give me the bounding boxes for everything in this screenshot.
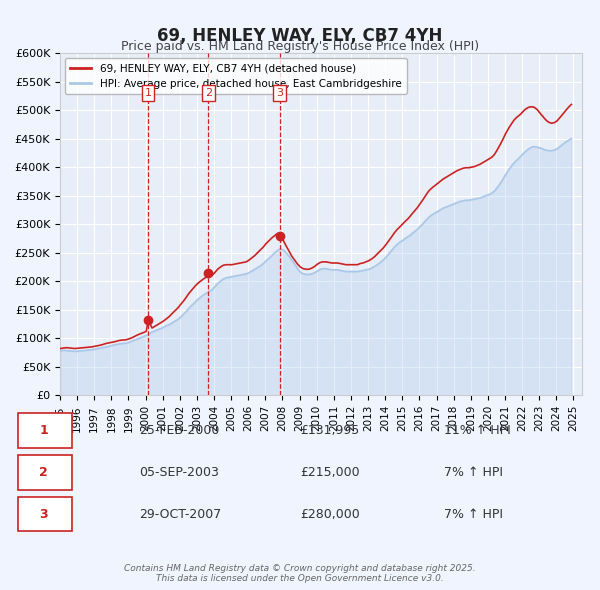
Text: 29-OCT-2007: 29-OCT-2007 (139, 508, 221, 521)
Text: £131,995: £131,995 (300, 424, 359, 437)
Text: Price paid vs. HM Land Registry's House Price Index (HPI): Price paid vs. HM Land Registry's House … (121, 40, 479, 53)
FancyBboxPatch shape (18, 497, 73, 532)
Text: 7% ↑ HPI: 7% ↑ HPI (444, 466, 503, 479)
Text: £280,000: £280,000 (300, 508, 360, 521)
Legend: 69, HENLEY WAY, ELY, CB7 4YH (detached house), HPI: Average price, detached hous: 69, HENLEY WAY, ELY, CB7 4YH (detached h… (65, 58, 407, 94)
Text: 7% ↑ HPI: 7% ↑ HPI (444, 508, 503, 521)
Text: 05-SEP-2003: 05-SEP-2003 (139, 466, 218, 479)
FancyBboxPatch shape (18, 414, 73, 448)
Text: £215,000: £215,000 (300, 466, 359, 479)
Text: 1: 1 (40, 424, 48, 437)
Text: 69, HENLEY WAY, ELY, CB7 4YH: 69, HENLEY WAY, ELY, CB7 4YH (157, 27, 443, 45)
Text: 11% ↑ HPI: 11% ↑ HPI (444, 424, 511, 437)
Text: 3: 3 (40, 508, 48, 521)
FancyBboxPatch shape (18, 455, 73, 490)
Text: 3: 3 (276, 88, 283, 98)
Text: Contains HM Land Registry data © Crown copyright and database right 2025.
This d: Contains HM Land Registry data © Crown c… (124, 563, 476, 583)
Text: 2: 2 (40, 466, 48, 479)
Text: 1: 1 (145, 88, 152, 98)
Text: 2: 2 (205, 88, 212, 98)
Text: 25-FEB-2000: 25-FEB-2000 (139, 424, 219, 437)
